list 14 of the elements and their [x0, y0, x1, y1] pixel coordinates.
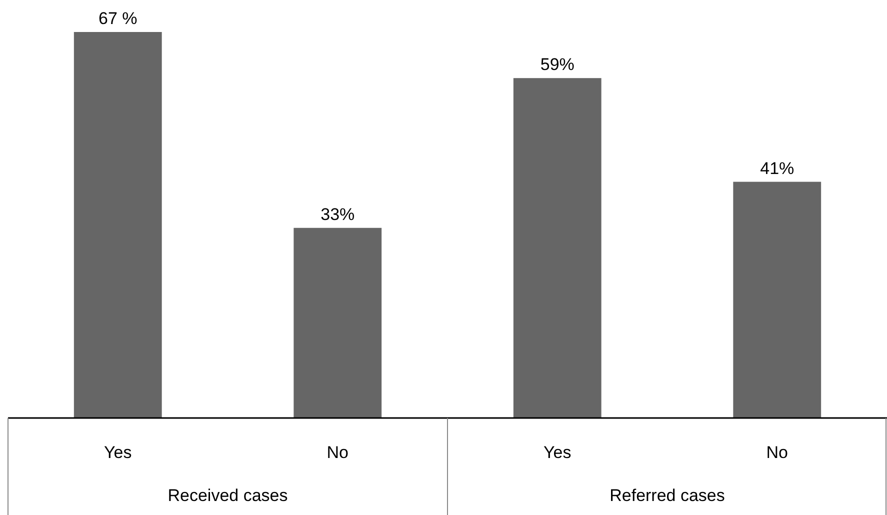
bar	[74, 32, 162, 418]
text: Received cases	[168, 486, 288, 505]
x-tick-label: No	[326, 443, 348, 462]
data-label: 33%	[320, 204, 355, 224]
x-tick-label: Yes	[544, 443, 572, 462]
data-label: 67 %	[98, 9, 138, 28]
x-tick-label: No	[766, 443, 788, 462]
text: Referred cases	[610, 486, 725, 505]
x-tick-label: Yes	[104, 443, 132, 462]
data-label: 41%	[760, 158, 794, 178]
bar	[294, 228, 382, 418]
bar	[513, 78, 602, 418]
bar	[733, 182, 822, 418]
data-label: 59%	[540, 55, 574, 74]
